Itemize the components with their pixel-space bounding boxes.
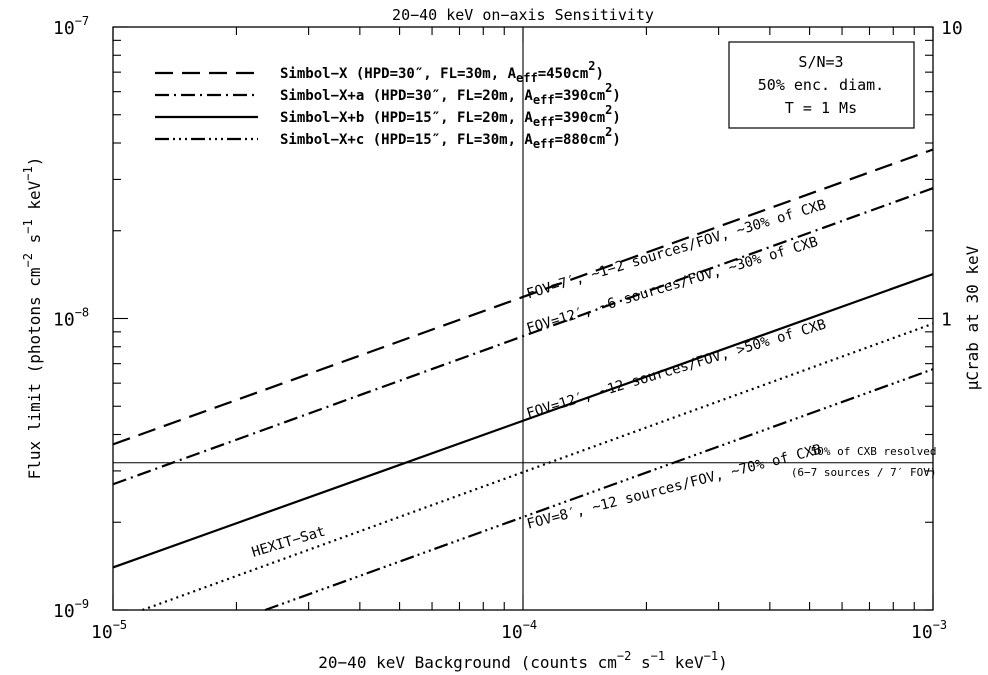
series-line-3 [264, 368, 934, 612]
axis-labels: 10 1 10−5 10−4 10−3 10−9 10−8 10−7 20−40 keV Bac… [21, 14, 982, 672]
legend-label-3: Simbol−X+c (HPD=15″, FL=30m, Aeff=880cm2… [280, 125, 621, 151]
series-line-4 [142, 322, 934, 612]
annotations: FOV=7′, ~1−2 sources/FOV, ~30% of CXBFOV… [250, 197, 937, 561]
legend-label-0: Simbol−X (HPD=30″, FL=30m, Aeff=450cm2) [280, 59, 604, 85]
x-axis-label: 20−40 keV Background (counts cm−2 s−1 ke… [318, 649, 727, 672]
chart-title: 20−40 keV on−axis Sensitivity [392, 6, 654, 24]
x-tick-label: 10−4 [501, 618, 537, 643]
legend-label-2: Simbol−X+b (HPD=15″, FL=20m, Aeff=390cm2… [280, 103, 621, 129]
reference-lines [113, 27, 933, 610]
tick-marks [112, 26, 934, 611]
note-line-2: T = 1 Ms [785, 99, 857, 117]
annotation-4: HEXIT−Sat [250, 524, 327, 561]
series-line-2 [112, 273, 934, 569]
annotation-3: FOV=8′, ~12 sources/FOV, ~70% of CXB [525, 442, 823, 533]
note-box-frame [728, 41, 915, 129]
annotation-5: 50% of CXB resolved [811, 445, 937, 458]
y2-tick-label: 1 [941, 310, 952, 331]
y2-axis-label: μCrab at 30 keV [963, 245, 982, 390]
series-line-1 [112, 187, 934, 486]
y-tick-label: 10−8 [53, 306, 89, 331]
y2-tick-label: 10 [941, 18, 963, 39]
note-line-0: S/N=3 [798, 53, 843, 71]
series-line-0 [112, 148, 934, 446]
legend-label-1: Simbol−X+a (HPD=30″, FL=20m, Aeff=390cm2… [280, 81, 621, 107]
x-tick-label: 10−3 [911, 618, 947, 643]
x-tick-label: 10−5 [91, 618, 127, 643]
note-box: S/N=3 50% enc. diam. T = 1 Ms [728, 41, 915, 129]
y-tick-label: 10−9 [53, 597, 89, 622]
note-line-1: 50% enc. diam. [758, 76, 884, 94]
y-axis-label: Flux limit (photons cm−2 s−1 keV−1) [21, 157, 44, 480]
y-tick-label: 10−7 [53, 14, 89, 39]
annotation-6: (6−7 sources / 7′ FOV) [791, 466, 937, 479]
series-lines [112, 148, 934, 612]
annotation-2: FOV=12′, ~12 sources/FOV, >50% of CXB [525, 317, 828, 422]
legend: Simbol−X (HPD=30″, FL=30m, Aeff=450cm2)S… [155, 59, 621, 151]
